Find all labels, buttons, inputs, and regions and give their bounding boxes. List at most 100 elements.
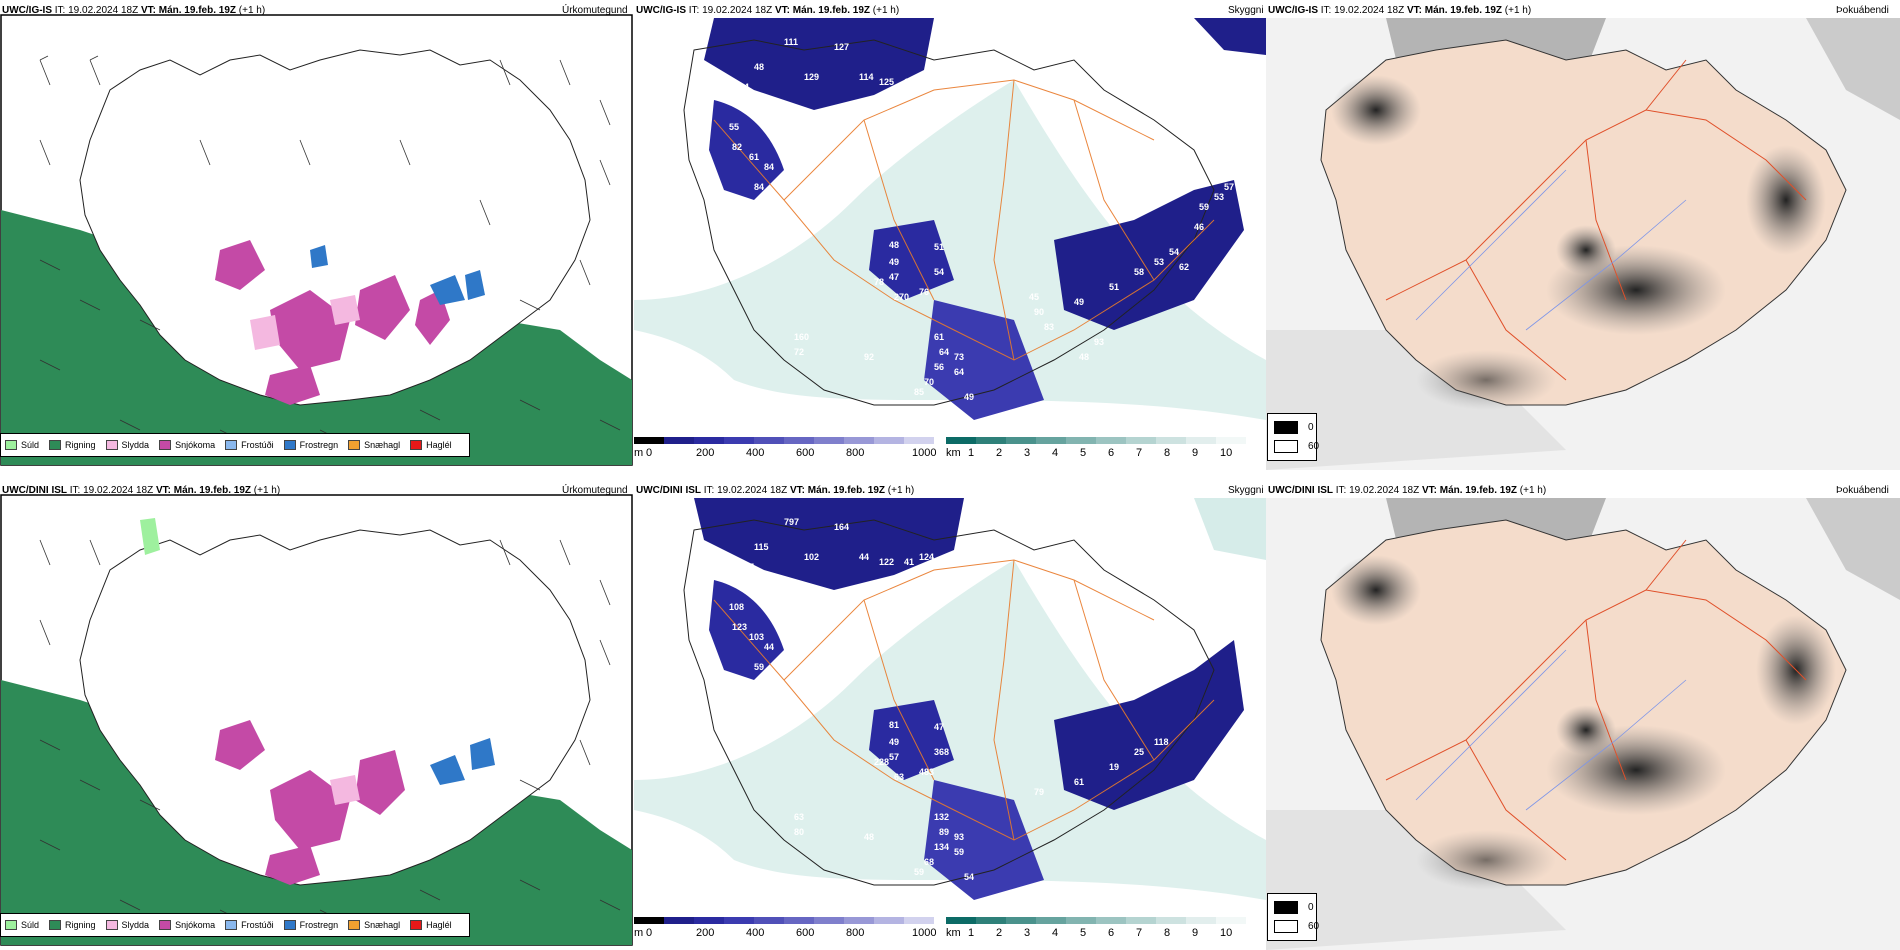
panel-header: UWC/DINI ISL IT: 19.02.2024 18Z VT: Mán.… <box>636 485 914 496</box>
cloud-base-value-label: 49 <box>889 257 899 267</box>
height-tick: 0 <box>646 447 653 459</box>
vt-value: Mán. 19.feb. 19Z <box>158 5 236 16</box>
cloud-base-value-label: 87 <box>1234 167 1244 177</box>
cloud-base-value-label: 103 <box>749 632 764 642</box>
vt-label: VT: <box>789 485 805 496</box>
lead-time: (+1 h) <box>238 5 266 16</box>
cloud-base-value-label: 59 <box>1199 202 1209 212</box>
cloud-base-value-label: 108 <box>729 602 744 612</box>
cloud-base-value-label: 55 <box>729 122 739 132</box>
visibility-colorbar: km 1 2 3 4 5 6 7 8 9 10 <box>946 437 1266 467</box>
cloud-base-value-label: 44 <box>859 552 869 562</box>
fog-legend-label: 0 <box>1308 902 1314 913</box>
height-tick: 1000 <box>912 927 937 939</box>
cloud-base-value-label: 90 <box>1034 307 1044 317</box>
visibility-tick: 2 <box>996 447 1003 459</box>
visibility-tick: 7 <box>1136 447 1143 459</box>
vt-value: Mán. 19.feb. 19Z <box>792 5 870 16</box>
cloud-base-value-label: 80 <box>724 692 734 702</box>
cloud-base-value-label: 125 <box>879 77 894 87</box>
cloud-base-value-label: 54 <box>1169 247 1179 257</box>
cloud-base-value-label: 92 <box>864 352 874 362</box>
cloud-base-value-label: 56 <box>934 362 944 372</box>
colorbar-segment <box>844 437 875 444</box>
panel-header: UWC/IG-IS IT: 19.02.2024 18Z VT: Mán. 19… <box>2 5 265 16</box>
cloud-base-value-label: 63 <box>894 772 904 782</box>
legend-label: Snjókoma <box>175 440 216 450</box>
colorbar-segment <box>1156 437 1187 444</box>
visibility-tick: 1 <box>968 447 975 459</box>
visibility-tick: 1 <box>968 927 975 939</box>
cloud-base-value-label: 51 <box>1109 282 1119 292</box>
legend-swatch <box>348 440 361 450</box>
fog-legend-swatch <box>1274 920 1298 933</box>
it-label: IT: <box>1335 485 1347 496</box>
colorbar-segment <box>724 917 755 924</box>
visibility-tick: 8 <box>1164 447 1171 459</box>
height-tick: 600 <box>796 447 815 459</box>
legend-swatch <box>5 920 17 930</box>
colorbar-segment <box>1006 437 1037 444</box>
model-name: UWC/IG-IS <box>636 5 686 16</box>
cloud-base-value-label: 16 <box>724 212 734 222</box>
colorbar-segment <box>814 917 845 924</box>
cloud-base-value-label: 48 <box>864 832 874 842</box>
colorbar-segment <box>1216 437 1247 444</box>
colorbar-segment <box>664 917 695 924</box>
legend-item-sudd: Súld <box>5 440 39 450</box>
height-tick: 400 <box>746 447 765 459</box>
fog-panel-row2: UWC/DINI ISL IT: 19.02.2024 18Z VT: Mán.… <box>1266 480 1900 950</box>
cloud-base-value-label: 73 <box>954 352 964 362</box>
cloud-base-value-label: 70 <box>924 377 934 387</box>
legend-swatch <box>159 440 172 450</box>
legend-item-snjokoma: Snjókoma <box>159 920 215 930</box>
legend-item-slydda: Slydda <box>105 440 149 450</box>
model-name: UWC/DINI ISL <box>2 485 67 496</box>
model-name: UWC/IG-IS <box>1268 5 1318 16</box>
it-value: 19.02.2024 18Z <box>717 485 788 496</box>
colorbar-segment <box>664 437 695 444</box>
legend-label: Súld <box>21 440 40 450</box>
fog-legend-label: 60 <box>1308 441 1320 452</box>
cloud-base-value-label: 44 <box>739 82 749 92</box>
cloud-base-value-label: 58 <box>1134 267 1144 277</box>
cloud-base-value-label: 228 <box>874 757 889 767</box>
cloud-base-value-label: 46 <box>1194 222 1204 232</box>
cloud-base-value-label: 160 <box>794 332 809 342</box>
colorbar-segment <box>754 917 785 924</box>
visibility-tick: 5 <box>1080 447 1087 459</box>
legend-label: Frostúði <box>241 920 274 930</box>
cloud-base-value-label: 53 <box>1214 192 1224 202</box>
legend-label: Snæhagl <box>364 440 401 450</box>
precip-type-panel-row2: UWC/DINI ISL IT: 19.02.2024 18Z VT: Mán.… <box>0 480 634 950</box>
it-label: IT: <box>703 485 715 496</box>
cloud-base-value-label: 114 <box>859 72 874 82</box>
legend-swatch <box>49 440 62 450</box>
cloud-base-value-label: 81 <box>889 720 899 730</box>
legend-item-snaehagl: Snæhagl <box>348 440 400 450</box>
colorbar-segment <box>1156 917 1187 924</box>
visibility-tick: 10 <box>1220 927 1233 939</box>
cloud-base-value-label: 78 <box>874 277 884 287</box>
cloud-base-value-label: 62 <box>1179 262 1189 272</box>
cloud-base-value-label: 102 <box>804 552 819 562</box>
legend-label: Snæhagl <box>364 920 401 930</box>
fog-legend-item: 60 <box>1274 920 1319 933</box>
legend-swatch <box>283 920 296 930</box>
cloud-base-value-label: 368 <box>934 747 949 757</box>
cloud-base-value-label: 47 <box>934 722 944 732</box>
cloud-base-value-label: 164 <box>834 522 849 532</box>
lead-time: (+1 h) <box>253 485 281 496</box>
height-tick: 800 <box>846 447 865 459</box>
colorbar-segment <box>1126 917 1157 924</box>
visibility-unit: km <box>946 447 961 459</box>
colorbar-segment <box>874 917 905 924</box>
cloud-base-value-label: 51 <box>934 242 944 252</box>
legend-item-frostregn: Frostregn <box>283 920 338 930</box>
it-value: 19.02.2024 18Z <box>702 5 773 16</box>
fog-legend-swatch <box>1274 440 1298 453</box>
cloud-base-value-label: 122 <box>879 557 894 567</box>
cloud-base-value-label: 59 <box>914 867 924 877</box>
legend-label: Rigning <box>65 920 96 930</box>
